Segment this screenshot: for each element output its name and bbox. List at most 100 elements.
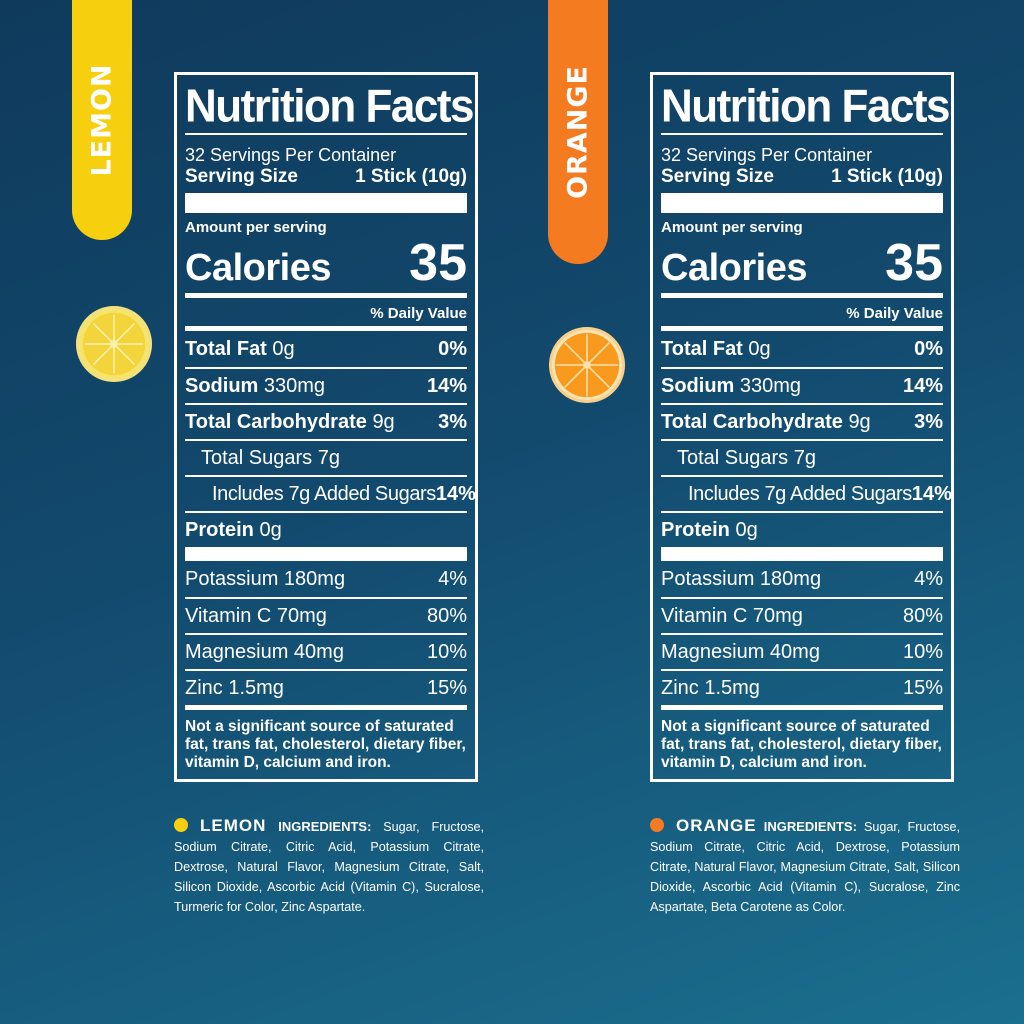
magnesium-text: Magnesium 40mg — [661, 640, 820, 663]
nutrition-facts-title: Nutrition Facts — [661, 80, 950, 133]
protein-label: Protein — [185, 518, 254, 541]
serving-size-value: 1 Stick (10g) — [831, 166, 943, 187]
potassium-pct: 4% — [914, 567, 943, 590]
orange-dot-icon — [650, 818, 664, 832]
calories-value: 35 — [409, 234, 467, 292]
ingredients-label: INGREDIENTS: — [763, 819, 857, 834]
magnesium-text: Magnesium 40mg — [185, 640, 344, 663]
divider-medium — [661, 705, 943, 710]
servings-per-container: 32 Servings Per Container — [661, 145, 873, 165]
divider-medium — [185, 326, 467, 331]
daily-value-header: % Daily Value — [846, 305, 943, 322]
divider — [185, 133, 467, 135]
vitamin-c-pct: 80% — [426, 604, 467, 627]
protein-label: Protein — [661, 518, 730, 541]
zinc-text: Zinc 1.5mg — [661, 676, 760, 699]
serving-size-label: Serving Size — [661, 166, 774, 187]
vitamin-c-row: Vitamin C 70mg 80% — [661, 597, 943, 633]
added-sugars-text: Includes 7g Added Sugars — [212, 482, 436, 505]
orange-ingredients: ORANGE INGREDIENTS: Sugar, Fructose, Sod… — [650, 816, 960, 917]
sodium-amount: 330mg — [263, 374, 326, 397]
magnesium-row: Magnesium 40mg 10% — [185, 633, 467, 669]
total-fat-row: Total Fat 0g 0% — [185, 331, 467, 367]
divider — [661, 133, 943, 135]
magnesium-row: Magnesium 40mg 10% — [661, 633, 943, 669]
protein-row: Protein 0g — [185, 511, 467, 547]
ingredients-text: Sugar, Fructose, Sodium Citrate, Citric … — [650, 820, 961, 914]
total-fat-row: Total Fat 0g 0% — [661, 331, 943, 367]
added-sugars-row: Includes 7g Added Sugars 14% — [185, 475, 476, 511]
divider-thick — [661, 193, 943, 213]
sodium-label: Sodium — [185, 374, 259, 397]
total-fat-amount: 0g — [748, 337, 771, 360]
lemon-slice-icon — [75, 305, 153, 383]
sodium-pct: 14% — [426, 374, 467, 397]
zinc-row: Zinc 1.5mg 15% — [661, 669, 943, 705]
serving-size-row: Serving Size 1 Stick (10g) — [185, 165, 467, 189]
sodium-label: Sodium — [661, 374, 735, 397]
calories-value: 35 — [885, 234, 943, 292]
vitamin-c-text: Vitamin C 70mg — [661, 604, 803, 627]
serving-size-label: Serving Size — [185, 166, 298, 187]
sugars-text: Total Sugars 7g — [677, 446, 816, 469]
total-fat-pct: 0% — [914, 337, 943, 360]
zinc-pct: 15% — [426, 676, 467, 699]
vitamin-c-pct: 80% — [902, 604, 943, 627]
potassium-row: Potassium 180mg 4% — [661, 561, 943, 597]
carbohydrate-row: Total Carbohydrate 9g 3% — [661, 403, 943, 439]
protein-row: Protein 0g — [661, 511, 943, 547]
total-fat-label: Total Fat — [661, 337, 743, 360]
carb-amount: 9g — [372, 410, 395, 433]
calories-row: Calories 35 — [185, 235, 467, 291]
ingredients-label: INGREDIENTS: — [278, 819, 372, 834]
serving-size-value: 1 Stick (10g) — [355, 166, 467, 187]
nutrition-facts-title: Nutrition Facts — [185, 80, 474, 133]
ingredients-text: Sugar, Fructose, Sodium Citrate, Citric … — [174, 820, 484, 914]
sodium-amount: 330mg — [739, 374, 802, 397]
zinc-pct: 15% — [902, 676, 943, 699]
divider-medium — [661, 293, 943, 298]
serving-size-row: Serving Size 1 Stick (10g) — [661, 165, 943, 189]
potassium-text: Potassium 180mg — [661, 567, 822, 590]
orange-slice-icon — [548, 326, 626, 404]
sodium-row: Sodium 330mg 14% — [185, 367, 467, 403]
sugars-row: Total Sugars 7g — [185, 439, 467, 475]
amount-per-serving: Amount per serving — [661, 219, 803, 236]
zinc-text: Zinc 1.5mg — [185, 676, 284, 699]
potassium-text: Potassium 180mg — [185, 567, 346, 590]
sugars-row: Total Sugars 7g — [661, 439, 943, 475]
calories-label: Calories — [185, 247, 331, 289]
footnote: Not a significant source of saturated fa… — [185, 718, 466, 771]
orange-tab: ORANGE — [548, 0, 608, 264]
calories-row: Calories 35 — [661, 235, 943, 291]
servings-per-container: 32 Servings Per Container — [185, 145, 397, 165]
potassium-pct: 4% — [438, 567, 467, 590]
carb-label: Total Carbohydrate — [185, 410, 367, 433]
carb-label: Total Carbohydrate — [661, 410, 843, 433]
amount-per-serving: Amount per serving — [185, 219, 327, 236]
carb-pct: 3% — [438, 410, 467, 433]
total-fat-pct: 0% — [438, 337, 467, 360]
orange-nutrition-panel: Nutrition Facts 32 Servings Per Containe… — [650, 72, 954, 782]
divider-medium — [661, 326, 943, 331]
divider-thick — [185, 547, 467, 561]
total-fat-label: Total Fat — [185, 337, 267, 360]
calories-label: Calories — [661, 247, 807, 289]
ingredients-flavor: LEMON — [200, 816, 267, 835]
lemon-tab-label: LEMON — [86, 63, 118, 177]
sodium-row: Sodium 330mg 14% — [661, 367, 943, 403]
lemon-ingredients: LEMON INGREDIENTS: Sugar, Fructose, Sodi… — [174, 816, 484, 917]
orange-tab-label: ORANGE — [562, 65, 594, 199]
divider-medium — [185, 705, 467, 710]
protein-amount: 0g — [735, 518, 758, 541]
sodium-pct: 14% — [902, 374, 943, 397]
protein-amount: 0g — [259, 518, 282, 541]
total-fat-amount: 0g — [272, 337, 295, 360]
lemon-nutrition-panel: Nutrition Facts 32 Servings Per Containe… — [174, 72, 478, 782]
magnesium-pct: 10% — [426, 640, 467, 663]
lemon-tab: LEMON — [72, 0, 132, 240]
ingredients-flavor: ORANGE — [676, 816, 757, 835]
magnesium-pct: 10% — [902, 640, 943, 663]
carb-pct: 3% — [914, 410, 943, 433]
added-sugars-text: Includes 7g Added Sugars — [688, 482, 912, 505]
